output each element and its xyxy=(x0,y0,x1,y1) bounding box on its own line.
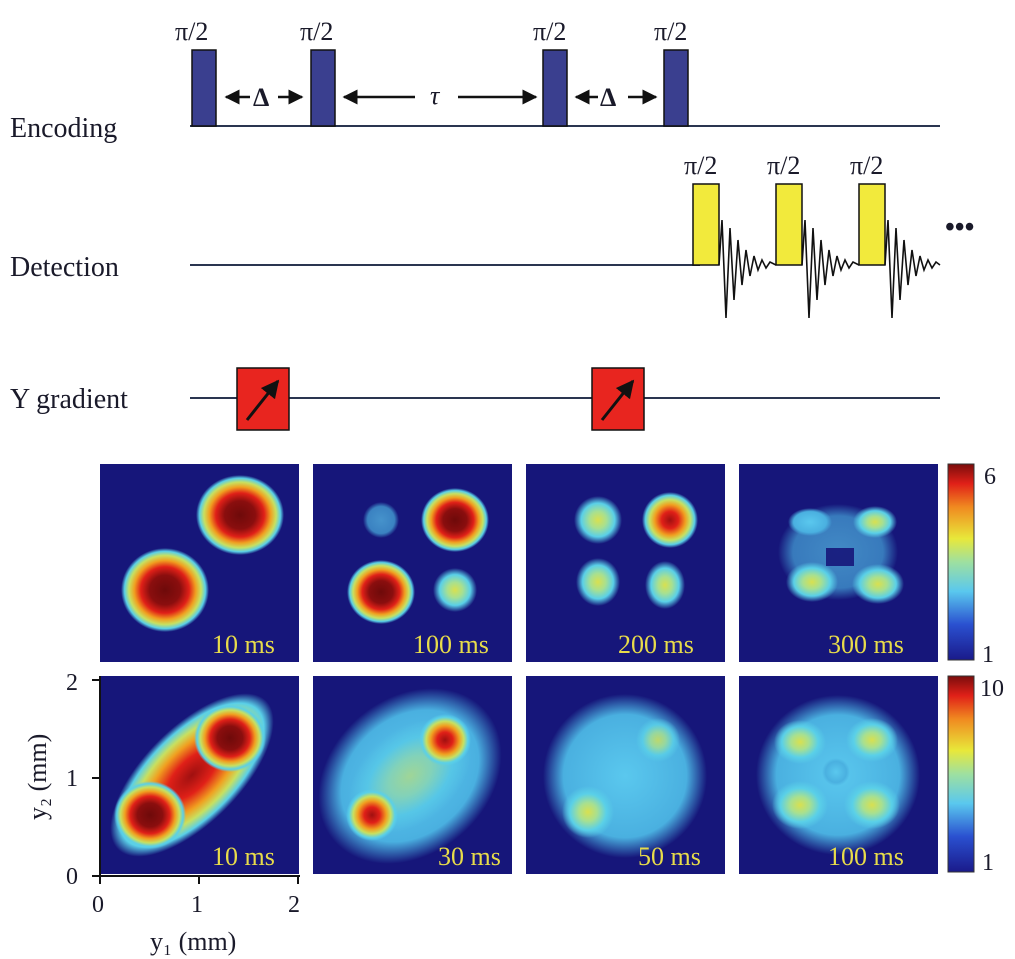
map-panel: 50 ms xyxy=(526,676,725,874)
peak-upper xyxy=(853,506,897,538)
encoding-pulse-4 xyxy=(663,49,689,127)
gradient-pulse-1 xyxy=(236,367,290,431)
colorbar-min: 1 xyxy=(982,642,994,668)
mixing-time-label: 50 ms xyxy=(638,842,701,871)
detection-pulse-2 xyxy=(775,183,803,266)
mixing-time-label: 100 ms xyxy=(413,630,489,659)
colorbar-max: 6 xyxy=(984,464,996,490)
pulse-label: π/2 xyxy=(767,151,800,180)
x-tick-label: 1 xyxy=(191,892,203,918)
exchange-haze xyxy=(543,694,707,858)
pulse-label: π/2 xyxy=(684,151,717,180)
fid-signal-2 xyxy=(801,219,860,319)
exchange-maps: 10 ms 100 ms 200 ms 300 ms xyxy=(23,463,1004,956)
mixing-time-label: 10 ms xyxy=(212,630,275,659)
cross-peak xyxy=(774,720,826,764)
peak-upper xyxy=(196,475,284,555)
mixing-time-label: 200 ms xyxy=(618,630,694,659)
cross-peak xyxy=(852,564,904,604)
peak-upper xyxy=(419,714,471,766)
colorbar-min: 1 xyxy=(982,850,994,876)
pulse-label: π/2 xyxy=(533,17,566,46)
map-hole xyxy=(826,548,854,566)
x-axis-title: y₁ (mm) xyxy=(150,927,236,956)
peak-upper xyxy=(194,704,266,772)
detection-pulse-1 xyxy=(692,183,720,266)
peak-lower xyxy=(562,786,614,838)
detection-pulse-train: π/2 π/2 π/2 xyxy=(684,151,941,319)
encoding-pulse-3 xyxy=(542,49,568,127)
map-panel: 10 ms xyxy=(100,676,299,874)
y-axis-title: y₂ (mm) xyxy=(23,734,52,820)
colorbar-top: 6 1 xyxy=(947,463,996,668)
mixing-time-label: 30 ms xyxy=(438,842,501,871)
peak-upper xyxy=(846,718,898,762)
mixing-time-label: 100 ms xyxy=(828,842,904,871)
peak-lower xyxy=(114,781,186,849)
gradient-label: Y gradient xyxy=(10,384,128,415)
y-tick-label: 2 xyxy=(66,670,78,696)
map-panel: 10 ms xyxy=(100,464,299,662)
peak-upper xyxy=(636,718,680,762)
cross-peak xyxy=(363,502,399,538)
map-panel: 300 ms xyxy=(739,464,938,662)
map-panel: 100 ms xyxy=(739,676,938,874)
peak-lower xyxy=(346,789,398,841)
encoding-label: Encoding xyxy=(10,113,117,144)
x-tick-label: 2 xyxy=(288,892,300,918)
cross-peak xyxy=(574,496,622,544)
map-background xyxy=(526,464,725,662)
cross-peak xyxy=(844,781,900,829)
pulse-label: π/2 xyxy=(654,17,687,46)
peak-lower xyxy=(576,558,620,606)
map-panel: 30 ms xyxy=(313,676,512,874)
detection-label: Detection xyxy=(10,252,119,283)
colorbar-bottom: 10 1 xyxy=(947,675,1004,876)
encoding-pulse-1 xyxy=(191,49,217,127)
mixing-time-label: 300 ms xyxy=(828,630,904,659)
gradient-arrow-icon xyxy=(600,379,635,421)
peak-upper xyxy=(642,492,698,548)
cross-peak xyxy=(645,561,685,609)
peak-upper xyxy=(421,488,489,552)
center-haze xyxy=(822,758,850,786)
delta-label: Δ xyxy=(253,83,269,112)
peak-lower xyxy=(786,562,838,602)
cross-peak xyxy=(788,508,832,536)
gradient-arrow-icon xyxy=(245,379,280,421)
detection-pulse-3 xyxy=(858,183,886,266)
peak-lower xyxy=(347,560,415,624)
pulse-label: π/2 xyxy=(300,17,333,46)
pulse-label: π/2 xyxy=(175,17,208,46)
tau-label: τ xyxy=(430,81,441,110)
colorbar-scale xyxy=(947,675,975,873)
fid-signal-1 xyxy=(718,219,777,319)
y-tick-label: 1 xyxy=(66,766,78,792)
colorbar-max: 10 xyxy=(980,676,1004,702)
y-tick-label: 0 xyxy=(66,864,78,890)
map-panel: 200 ms xyxy=(526,464,725,662)
fid-signal-3 xyxy=(884,219,941,319)
ellipsis: ••• xyxy=(945,212,974,243)
peak-lower xyxy=(121,548,209,632)
x-tick-label: 0 xyxy=(92,892,104,918)
encoding-pulse-2 xyxy=(310,49,336,127)
delta-label: Δ xyxy=(600,83,616,112)
peak-lower xyxy=(772,781,828,829)
map-panel: 100 ms xyxy=(313,464,512,662)
map-axes: 0 1 2 0 1 2 y₁ (mm) y₂ (mm) xyxy=(23,670,300,956)
mixing-time-label: 10 ms xyxy=(212,842,275,871)
pulse-label: π/2 xyxy=(850,151,883,180)
map-background xyxy=(313,464,512,662)
colorbar-scale xyxy=(947,463,975,661)
pulse-sequence: Encoding π/2 π/2 π/2 π/2 Δ τ Δ Detection… xyxy=(10,17,974,431)
cross-peak xyxy=(433,568,477,612)
